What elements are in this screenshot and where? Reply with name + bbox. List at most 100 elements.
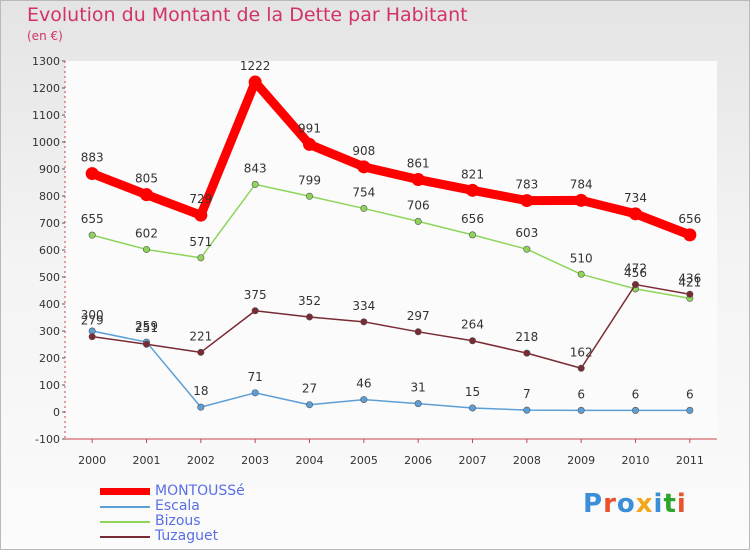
x-tick-label: 2002: [187, 454, 215, 467]
data-point-tuzaguet: [523, 349, 531, 357]
data-point-tuzaguet: [251, 307, 259, 315]
x-tick-label: 2003: [241, 454, 269, 467]
data-label-tuzaguet: 436: [678, 271, 701, 285]
data-label-tuzaguet: 334: [352, 299, 375, 313]
data-label-escala: 15: [465, 385, 480, 399]
data-point-montouss: [629, 207, 642, 221]
logo-letter: i: [676, 489, 687, 519]
data-label-escala: 71: [248, 370, 263, 384]
y-tick-label: -100: [35, 433, 60, 446]
data-point-montouss: [683, 228, 697, 242]
series-line-montouss: [87, 77, 695, 240]
data-point-bizous: [143, 245, 151, 253]
data-point-tuzaguet: [468, 337, 476, 345]
chart-title: Evolution du Montant de la Dette par Hab…: [27, 4, 468, 26]
proxiti-logo: Proxiti: [583, 489, 687, 519]
data-label-escala: 27: [302, 382, 317, 396]
legend-item-tuzaguet: Tuzaguet: [100, 529, 245, 544]
y-tick-label: 700: [39, 217, 60, 230]
data-label-escala: 300: [81, 308, 104, 322]
data-point-escala: [251, 389, 259, 397]
y-tick-label: 0: [53, 406, 60, 419]
y-tick-label: 500: [39, 271, 60, 284]
data-label-bizous: 843: [244, 161, 267, 175]
logo-letter: r: [603, 489, 617, 519]
x-tick-label: 2007: [459, 454, 487, 467]
data-label-bizous: 706: [407, 198, 430, 212]
data-label-bizous: 655: [81, 212, 104, 226]
x-tick-label: 2004: [296, 454, 324, 467]
data-label-bizous: 571: [189, 235, 212, 249]
data-point-tuzaguet: [414, 328, 422, 336]
y-tick-label: 1000: [32, 136, 60, 149]
data-point-escala: [523, 406, 531, 414]
data-point-bizous: [414, 217, 422, 225]
chart-subtitle: (en €): [27, 29, 63, 43]
data-label-tuzaguet: 218: [515, 330, 538, 344]
x-tick-label: 2009: [567, 454, 595, 467]
legend-label-bizous: Bizous: [155, 513, 201, 529]
data-label-bizous: 421: [678, 275, 701, 289]
data-point-bizous: [523, 245, 531, 253]
logo-letter: o: [616, 489, 636, 519]
data-point-montouss: [140, 188, 153, 202]
data-point-montouss: [85, 167, 99, 181]
data-label-montouss: 1222: [240, 59, 271, 73]
y-tick-label: 1100: [32, 109, 60, 122]
data-point-tuzaguet: [686, 290, 694, 298]
data-label-tuzaguet: 279: [81, 314, 104, 328]
data-point-escala: [468, 404, 476, 412]
data-point-tuzaguet: [305, 313, 313, 321]
data-point-montouss: [303, 137, 316, 151]
data-label-montouss: 784: [570, 177, 593, 191]
y-tick-label: 1200: [32, 82, 60, 95]
data-point-bizous: [197, 254, 205, 262]
data-label-tuzaguet: 297: [407, 309, 430, 323]
legend-swatch-escala: [100, 505, 150, 508]
series-line-tuzaguet: [91, 283, 691, 370]
y-tick-label: 1300: [32, 55, 60, 68]
data-point-tuzaguet: [631, 281, 639, 289]
data-label-montouss: 729: [189, 192, 212, 206]
legend-swatch-montousse: [100, 488, 150, 495]
data-label-tuzaguet: 221: [189, 329, 212, 343]
data-point-montouss: [248, 75, 262, 89]
legend-swatch-tuzaguet: [100, 535, 150, 538]
data-label-escala: 6: [632, 387, 640, 401]
data-label-montouss: 883: [81, 151, 104, 165]
y-tick-label: 800: [39, 190, 60, 203]
legend-item-bizous: Bizous: [100, 514, 245, 529]
data-label-escala: 7: [523, 387, 531, 401]
y-tick-label: 400: [39, 298, 60, 311]
y-tick-label: 100: [39, 379, 60, 392]
data-label-escala: 6: [577, 387, 585, 401]
data-label-montouss: 821: [461, 167, 484, 181]
data-label-escala: 259: [135, 319, 158, 333]
data-label-montouss: 805: [135, 172, 158, 186]
legend-item-escala: Escala: [100, 499, 245, 514]
data-point-montouss: [194, 208, 208, 222]
data-point-escala: [197, 403, 205, 411]
x-tick-label: 2010: [622, 454, 650, 467]
data-label-montouss: 908: [352, 144, 375, 158]
data-label-tuzaguet: 472: [624, 262, 647, 276]
data-point-escala: [686, 406, 694, 414]
data-label-escala: 46: [356, 377, 371, 391]
y-tick-label: 600: [39, 244, 60, 257]
data-point-bizous: [305, 192, 313, 200]
data-point-escala: [360, 396, 368, 404]
series-line-escala: [91, 330, 691, 412]
data-label-bizous: 510: [570, 251, 593, 265]
data-label-montouss: 783: [515, 178, 538, 192]
logo-letter: x: [635, 489, 654, 519]
data-label-bizous: 754: [352, 185, 375, 199]
data-label-bizous: 603: [515, 226, 538, 240]
data-point-tuzaguet: [143, 340, 151, 348]
data-point-bizous: [88, 231, 96, 239]
legend-label-montousse: MONTOUSSé: [155, 483, 245, 499]
plot-area: [65, 61, 717, 439]
data-point-montouss: [466, 183, 479, 197]
y-tick-label: 200: [39, 352, 60, 365]
data-label-montouss: 656: [678, 212, 701, 226]
